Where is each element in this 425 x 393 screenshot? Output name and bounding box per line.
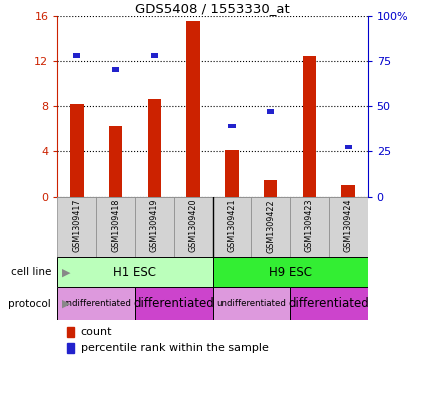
Text: H1 ESC: H1 ESC xyxy=(113,266,156,279)
Bar xyxy=(174,196,212,257)
Bar xyxy=(70,104,84,196)
Bar xyxy=(345,145,352,149)
Text: cell line: cell line xyxy=(11,267,51,277)
Bar xyxy=(341,185,355,196)
Text: GSM1309422: GSM1309422 xyxy=(266,199,275,253)
Bar xyxy=(67,343,74,353)
Bar xyxy=(212,257,368,287)
Bar xyxy=(267,110,275,114)
Bar xyxy=(264,180,278,196)
Bar xyxy=(57,257,212,287)
Bar xyxy=(147,99,161,196)
Bar xyxy=(96,196,135,257)
Bar xyxy=(303,56,316,196)
Bar xyxy=(57,287,135,320)
Text: undifferentiated: undifferentiated xyxy=(61,299,131,308)
Bar xyxy=(290,287,368,320)
Text: undifferentiated: undifferentiated xyxy=(216,299,286,308)
Text: H9 ESC: H9 ESC xyxy=(269,266,312,279)
Text: GSM1309419: GSM1309419 xyxy=(150,199,159,252)
Bar xyxy=(186,21,200,196)
Bar xyxy=(329,196,368,257)
Bar xyxy=(67,327,74,338)
Text: protocol: protocol xyxy=(8,299,51,309)
Bar xyxy=(109,127,122,196)
Bar xyxy=(112,67,119,72)
Bar xyxy=(150,53,158,57)
Text: count: count xyxy=(81,327,112,338)
Bar xyxy=(135,196,174,257)
Text: GSM1309424: GSM1309424 xyxy=(344,199,353,252)
Bar xyxy=(212,287,290,320)
Text: GSM1309420: GSM1309420 xyxy=(189,199,198,252)
Text: GSM1309423: GSM1309423 xyxy=(305,199,314,252)
Text: percentile rank within the sample: percentile rank within the sample xyxy=(81,343,269,353)
Text: ▶: ▶ xyxy=(62,299,70,309)
Text: GSM1309417: GSM1309417 xyxy=(72,199,81,252)
Text: differentiated: differentiated xyxy=(133,297,214,310)
Text: ▶: ▶ xyxy=(62,267,70,277)
Text: GSM1309421: GSM1309421 xyxy=(227,199,236,252)
Bar xyxy=(228,124,235,128)
Bar xyxy=(57,196,96,257)
Title: GDS5408 / 1553330_at: GDS5408 / 1553330_at xyxy=(135,2,290,15)
Bar xyxy=(251,196,290,257)
Text: GSM1309418: GSM1309418 xyxy=(111,199,120,252)
Bar xyxy=(135,287,212,320)
Bar xyxy=(290,196,329,257)
Bar xyxy=(73,53,80,57)
Text: differentiated: differentiated xyxy=(289,297,369,310)
Bar xyxy=(225,150,239,196)
Bar xyxy=(212,196,251,257)
